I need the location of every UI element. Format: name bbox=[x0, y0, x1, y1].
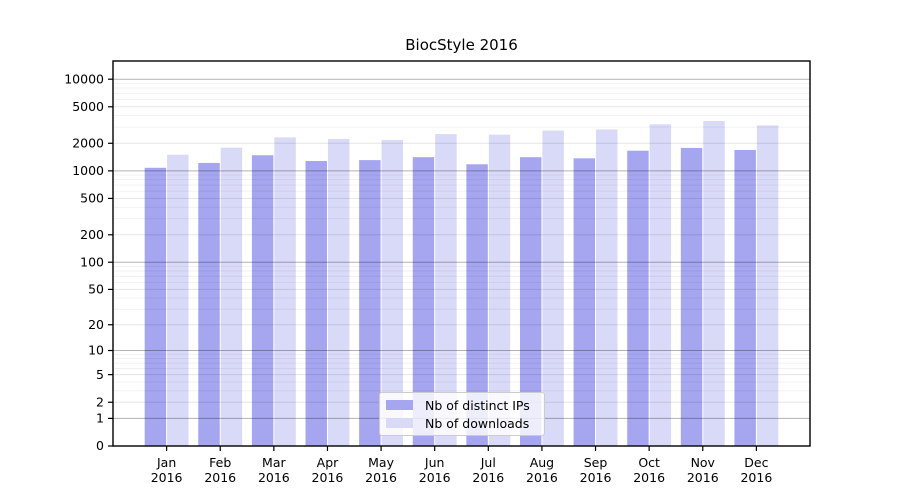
x-tick-year-apr-2016: 2016 bbox=[312, 470, 344, 485]
x-tick-year-may-2016: 2016 bbox=[365, 470, 397, 485]
bar-mar-2016-nb-of-downloads bbox=[274, 137, 296, 446]
x-tick-year-sep-2016: 2016 bbox=[580, 470, 612, 485]
bar-sep-2016-nb-of-downloads bbox=[596, 129, 618, 447]
x-tick-label-aug-2016: Aug bbox=[530, 455, 554, 470]
legend-swatch-distinct-ips bbox=[386, 400, 413, 410]
y-tick-label-0: 0 bbox=[96, 438, 104, 453]
x-tick-label-jan-2016: Jan bbox=[156, 455, 176, 470]
x-tick-year-nov-2016: 2016 bbox=[687, 470, 719, 485]
y-tick-label-200: 200 bbox=[80, 227, 104, 242]
bar-aug-2016-nb-of-downloads bbox=[542, 130, 564, 447]
x-tick-label-oct-2016: Oct bbox=[638, 455, 660, 470]
plot-border bbox=[112, 60, 811, 447]
x-tick-year-oct-2016: 2016 bbox=[633, 470, 665, 485]
bar-apr-2016-nb-of-downloads bbox=[327, 138, 350, 446]
bar-jan-2016-nb-of-distinct-ips bbox=[144, 167, 167, 446]
bar-nov-2016-nb-of-downloads bbox=[703, 120, 725, 446]
y-tick-label-100: 100 bbox=[80, 254, 104, 269]
x-tick-label-mar-2016: Mar bbox=[262, 455, 286, 470]
legend-label-downloads: Nb of downloads bbox=[425, 415, 530, 431]
x-tick-year-jun-2016: 2016 bbox=[419, 470, 451, 485]
x-tick-year-dec-2016: 2016 bbox=[740, 470, 772, 485]
bar-may-2016-nb-of-downloads bbox=[381, 140, 404, 446]
x-tick-year-feb-2016: 2016 bbox=[204, 470, 236, 485]
y-tick-label-20: 20 bbox=[88, 317, 104, 332]
bar-feb-2016-nb-of-distinct-ips bbox=[198, 162, 220, 446]
x-tick-label-may-2016: May bbox=[368, 455, 394, 470]
y-tick-label-5: 5 bbox=[96, 367, 104, 382]
bar-jun-2016-nb-of-downloads bbox=[435, 134, 457, 446]
y-tick-label-1: 1 bbox=[96, 411, 104, 426]
bar-jul-2016-nb-of-distinct-ips bbox=[466, 164, 488, 446]
legend-label-distinct-ips: Nb of distinct IPs bbox=[425, 397, 530, 413]
legend-swatch-downloads bbox=[386, 418, 413, 428]
bar-oct-2016-nb-of-distinct-ips bbox=[627, 150, 649, 446]
legend-item-distinct-ips: Nb of distinct IPs bbox=[386, 398, 536, 413]
x-tick-year-mar-2016: 2016 bbox=[258, 470, 290, 485]
x-tick-label-feb-2016: Feb bbox=[209, 455, 231, 470]
x-tick-label-dec-2016: Dec bbox=[744, 455, 768, 470]
y-tick-label-10000: 10000 bbox=[64, 71, 104, 86]
bar-jun-2016-nb-of-distinct-ips bbox=[412, 157, 435, 447]
bar-apr-2016-nb-of-distinct-ips bbox=[305, 161, 327, 446]
bar-jan-2016-nb-of-downloads bbox=[167, 154, 189, 446]
x-tick-label-jun-2016: Jun bbox=[424, 455, 445, 470]
x-tick-label-sep-2016: Sep bbox=[584, 455, 608, 470]
x-tick-year-aug-2016: 2016 bbox=[526, 470, 558, 485]
y-tick-label-500: 500 bbox=[80, 191, 104, 206]
legend-item-downloads: Nb of downloads bbox=[386, 416, 536, 431]
y-tick-label-1000: 1000 bbox=[72, 163, 104, 178]
y-tick-label-2000: 2000 bbox=[72, 135, 104, 150]
bar-aug-2016-nb-of-distinct-ips bbox=[519, 157, 542, 447]
x-tick-year-jan-2016: 2016 bbox=[151, 470, 183, 485]
y-tick-label-10: 10 bbox=[88, 343, 104, 358]
x-tick-label-jul-2016: Jul bbox=[480, 455, 496, 470]
bar-dec-2016-nb-of-downloads bbox=[756, 125, 779, 446]
y-tick-label-2: 2 bbox=[96, 394, 104, 409]
y-tick-label-50: 50 bbox=[88, 282, 104, 297]
bar-may-2016-nb-of-distinct-ips bbox=[359, 160, 381, 446]
bar-nov-2016-nb-of-distinct-ips bbox=[680, 147, 703, 446]
chart-title: BiocStyle 2016 bbox=[405, 36, 518, 54]
x-tick-year-jul-2016: 2016 bbox=[472, 470, 504, 485]
bar-sep-2016-nb-of-distinct-ips bbox=[573, 158, 596, 446]
bar-oct-2016-nb-of-downloads bbox=[649, 124, 672, 446]
bar-jul-2016-nb-of-downloads bbox=[488, 134, 511, 447]
x-tick-label-nov-2016: Nov bbox=[691, 455, 716, 470]
bar-dec-2016-nb-of-distinct-ips bbox=[734, 149, 756, 446]
x-tick-label-apr-2016: Apr bbox=[317, 455, 339, 470]
legend: Nb of distinct IPs Nb of downloads bbox=[379, 392, 545, 436]
bar-feb-2016-nb-of-downloads bbox=[220, 147, 243, 446]
y-tick-label-5000: 5000 bbox=[72, 99, 104, 114]
bar-mar-2016-nb-of-distinct-ips bbox=[251, 155, 274, 446]
